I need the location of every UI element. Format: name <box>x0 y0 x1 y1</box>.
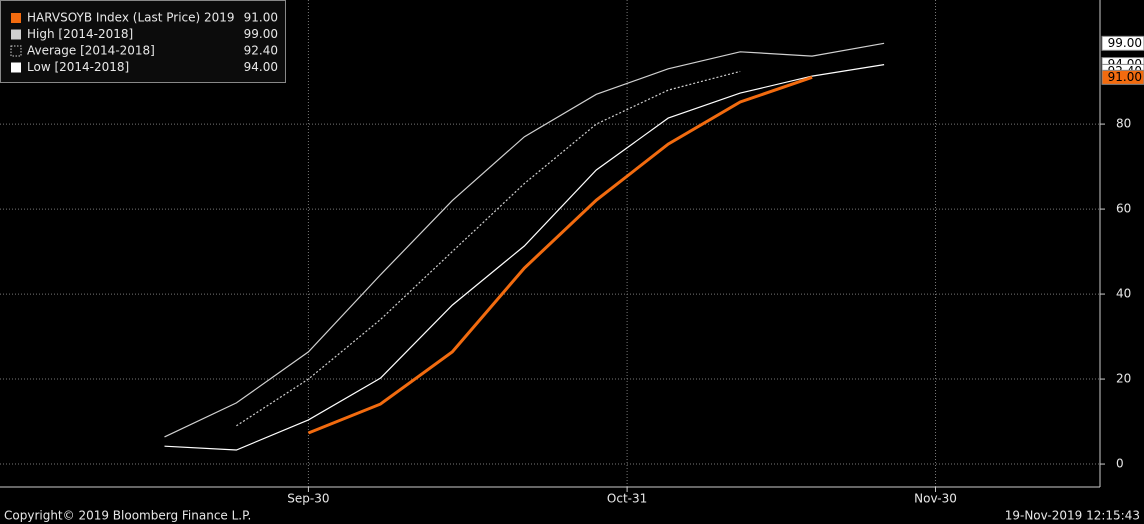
x-tick-label: Nov-30 <box>914 492 957 506</box>
value-tag <box>1101 35 1144 51</box>
legend-swatch <box>11 29 21 40</box>
legend-label: Average [2014-2018] <box>27 44 155 58</box>
x-tick-label: Sep-30 <box>287 492 329 506</box>
legend-value: 92.40 <box>244 44 278 58</box>
legend-swatch <box>10 45 22 57</box>
y-tick-label: 0 <box>1116 457 1124 471</box>
series-line <box>307 75 813 435</box>
y-tick-label: 60 <box>1116 202 1131 216</box>
value-tag-label: 91.00 <box>1108 70 1142 84</box>
footer-left: Copyright© 2019 Bloomberg Finance L.P. <box>4 509 251 523</box>
legend-value: 91.00 <box>244 11 278 25</box>
x-tick-label: Oct-31 <box>607 492 647 506</box>
legend-swatch <box>11 62 21 73</box>
legend-label: High [2014-2018] <box>27 27 133 41</box>
footer-right: 19-Nov-2019 12:15:43 <box>1005 509 1140 523</box>
series-line <box>164 64 885 451</box>
series-line <box>236 70 741 427</box>
legend-value: 94.00 <box>244 60 278 74</box>
y-tick-label: 40 <box>1116 287 1131 301</box>
series-line <box>164 42 885 438</box>
value-tag <box>1101 69 1144 85</box>
y-tick-label: 80 <box>1116 117 1131 131</box>
legend-box <box>0 0 286 83</box>
legend-label: Low [2014-2018] <box>27 60 129 74</box>
y-tick-label: 20 <box>1116 372 1131 386</box>
legend-swatch <box>11 13 21 23</box>
legend-value: 99.00 <box>244 27 278 41</box>
legend-label: HARVSOYB Index (Last Price) 2019 <box>27 11 235 25</box>
value-tag-label: 99.00 <box>1108 36 1142 50</box>
